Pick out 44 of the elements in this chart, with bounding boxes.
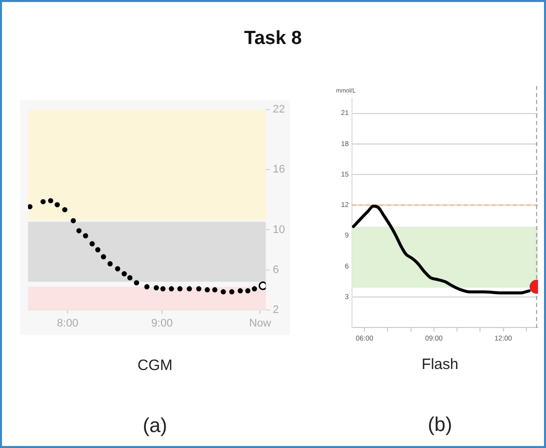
point	[28, 204, 32, 210]
point	[127, 275, 132, 280]
y-tick-label: 10	[272, 224, 286, 236]
point	[186, 286, 192, 292]
y-tick-label: 6	[272, 264, 279, 276]
point	[82, 233, 88, 238]
point	[90, 241, 95, 246]
text: (a)	[142, 415, 168, 438]
y-tick-label: 16	[272, 164, 286, 176]
x-tick-label: 8:00	[56, 317, 78, 330]
point	[100, 254, 106, 260]
point	[95, 247, 100, 252]
point	[238, 288, 243, 294]
point	[212, 287, 218, 292]
point	[54, 202, 60, 208]
text: (b)	[426, 414, 454, 437]
point	[196, 286, 202, 292]
point	[40, 199, 46, 204]
point	[258, 281, 266, 290]
point	[154, 285, 159, 290]
y-tick-label: 22	[272, 104, 286, 116]
point	[177, 286, 183, 292]
point	[62, 207, 68, 212]
point	[115, 266, 120, 272]
point	[245, 288, 250, 294]
point	[107, 261, 113, 266]
point	[252, 286, 258, 292]
point	[160, 286, 166, 292]
chart-title: Task 8	[243, 28, 303, 50]
point	[70, 218, 76, 224]
point	[144, 284, 150, 290]
point	[48, 198, 54, 204]
x-axis-title: Flash	[420, 356, 460, 373]
point	[229, 289, 234, 294]
y-tick-label: 2	[272, 304, 279, 316]
point	[204, 287, 210, 292]
x-axis-title: CGM	[136, 357, 174, 374]
point	[122, 271, 127, 276]
point	[220, 289, 226, 294]
x-tick-label: Now	[249, 317, 272, 330]
x-tick-label: 9:00	[151, 317, 173, 330]
point	[76, 228, 82, 234]
point	[168, 286, 174, 292]
point	[134, 280, 140, 286]
